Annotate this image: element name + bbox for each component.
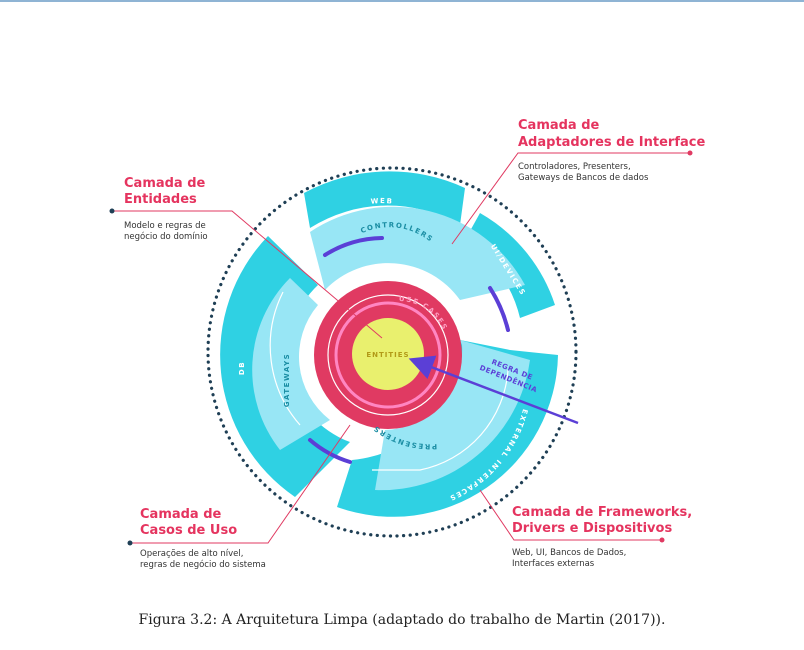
callout-usecases-title-line1: Camada de [140,507,222,522]
leader-dot [659,537,665,543]
separator-line [269,291,301,426]
leader-dot [687,150,693,156]
callout-frameworks-title-line2: Drivers e Dispositivos [512,521,672,536]
separator-line [372,369,509,471]
segment-gateways [252,278,330,450]
callout-usecases-desc-line1: Operações de alto nível, [140,549,243,559]
callout-adapters-title-line2: Adaptadores de Interface [518,135,705,150]
leader-dot [109,208,115,214]
callout-frameworks-desc-line1: Web, UI, Bancos de Dados, [512,548,626,558]
ring-use-cases-accent [334,301,442,409]
leader-dot [127,540,133,546]
ring-use-cases-inner-line [327,294,449,416]
callout-entities-desc-line1: Modelo e regras de [124,221,206,231]
flow-arc-controllers [323,236,384,257]
segment-presenters [375,340,530,491]
segment-web [304,171,465,228]
leader-line-usecases [130,424,351,544]
callout-adapters-desc-line2: Gateways de Bancos de dados [518,173,649,183]
dependency-rule-arrow [408,355,579,425]
flow-arc-ui-devices [488,286,510,332]
leader-line-adapters [451,152,690,245]
figure-caption: Figura 3.2: A Arquitetura Limpa (adaptad… [138,612,666,628]
label-db: DB [238,361,246,375]
flow-arc-gateways [308,438,352,464]
label-gateways: GATEWAYS [283,353,291,407]
segment-controllers [310,206,525,300]
label-entities: ENTITIES [366,351,409,359]
callout-usecases-title-line2: Casos de Uso [140,523,237,538]
callout-entities-desc-line2: negócio do domínio [124,231,208,242]
label-web: WEB [370,197,393,206]
callout-entities-title-line1: Camada de [124,176,206,191]
outer-dotted-boundary [206,166,578,538]
callout-frameworks-title-line1: Camada de Frameworks, [512,505,692,520]
callout-usecases-desc-line2: regras de negócio do sistema [140,559,266,570]
callout-adapters-title-line1: Camada de [518,118,600,133]
callout-adapters-desc-line1: Controladores, Presenters, [518,162,631,172]
clean-architecture-diagram: WEB CONTROLLERS UI/DEVICES DB GATEWAYS U… [109,118,705,570]
core-entities [352,318,424,390]
leader-line-entities [112,210,383,339]
top-rule [0,0,804,2]
leader-line-frameworks [479,489,662,541]
callout-entities-title-line2: Entidades [124,192,197,207]
callout-frameworks-desc-line2: Interfaces externas [512,559,595,569]
